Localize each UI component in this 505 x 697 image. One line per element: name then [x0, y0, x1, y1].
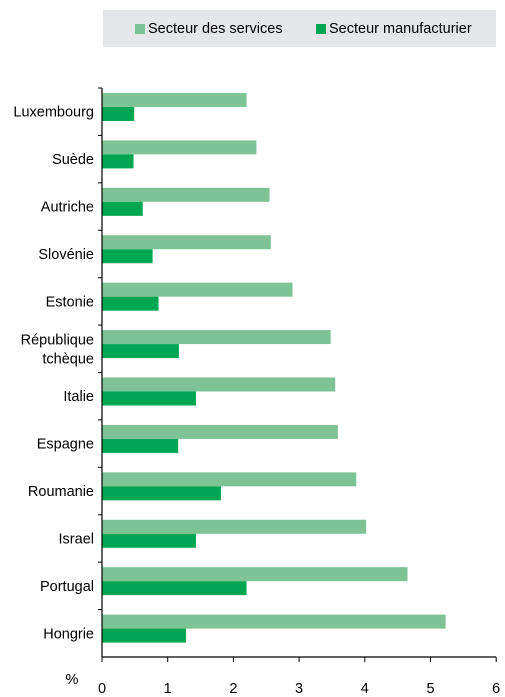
category-label-0: Luxembourg [13, 105, 94, 121]
bar-manufacturing-6 [102, 391, 196, 406]
legend-item-manufacturing: Secteur manufacturier [316, 20, 472, 38]
bar-manufacturing-7 [102, 438, 179, 453]
x-tick-label-0: 0 [98, 681, 106, 697]
bar-manufacturing-3 [102, 249, 153, 264]
category-label-3: Slovénie [38, 247, 94, 263]
legend-item-services: Secteur des services [135, 20, 283, 38]
legend-swatch-services [135, 24, 145, 34]
category-label-5-line-1: tchèque [42, 351, 94, 367]
x-tick-label-1: 1 [164, 681, 172, 697]
legend-label-services: Secteur des services [148, 21, 283, 37]
bar-manufacturing-11 [102, 628, 187, 643]
bar-services-1 [102, 140, 257, 155]
category-label-6: Italie [63, 389, 94, 405]
category-label-4: Estonie [46, 294, 94, 310]
bar-services-0 [102, 93, 247, 107]
category-label-9: Israel [59, 531, 94, 547]
category-label-7: Espagne [37, 437, 94, 453]
category-label-8: Roumanie [28, 484, 94, 500]
bar-manufacturing-4 [102, 296, 159, 311]
bar-services-6 [102, 377, 336, 392]
bar-services-10 [102, 567, 408, 582]
bar-services-7 [102, 424, 338, 439]
bar-services-2 [102, 187, 270, 202]
bar-manufacturing-10 [102, 581, 247, 596]
category-label-5-line-0: République [21, 332, 94, 348]
x-tick-label-2: 2 [229, 681, 237, 697]
bar-services-9 [102, 519, 367, 534]
bar-manufacturing-9 [102, 533, 196, 548]
x-tick-label-4: 4 [361, 681, 369, 697]
x-tick-label-5: 5 [426, 681, 434, 697]
bar-manufacturing-8 [102, 486, 221, 501]
legend: Secteur des services Secteur manufacturi… [103, 10, 496, 47]
x-tick-label-3: 3 [295, 681, 303, 697]
legend-swatch-manufacturing [316, 24, 326, 34]
x-tick-label-6: 6 [492, 681, 500, 697]
bar-services-11 [102, 614, 446, 629]
x-axis-unit-label: % [66, 672, 79, 688]
category-label-10: Portugal [40, 579, 94, 595]
bar-services-3 [102, 235, 271, 250]
bar-services-8 [102, 472, 357, 487]
bar-services-5 [102, 330, 331, 345]
bar-manufacturing-2 [102, 201, 143, 216]
category-label-1: Suède [52, 152, 94, 168]
category-label-11: Hongrie [43, 626, 94, 642]
bar-manufacturing-5 [102, 344, 179, 359]
bar-services-4 [102, 282, 293, 297]
bar-manufacturing-0 [102, 107, 135, 121]
category-label-2: Autriche [41, 200, 94, 216]
bar-manufacturing-1 [102, 154, 134, 169]
legend-label-manufacturing: Secteur manufacturier [329, 21, 472, 37]
